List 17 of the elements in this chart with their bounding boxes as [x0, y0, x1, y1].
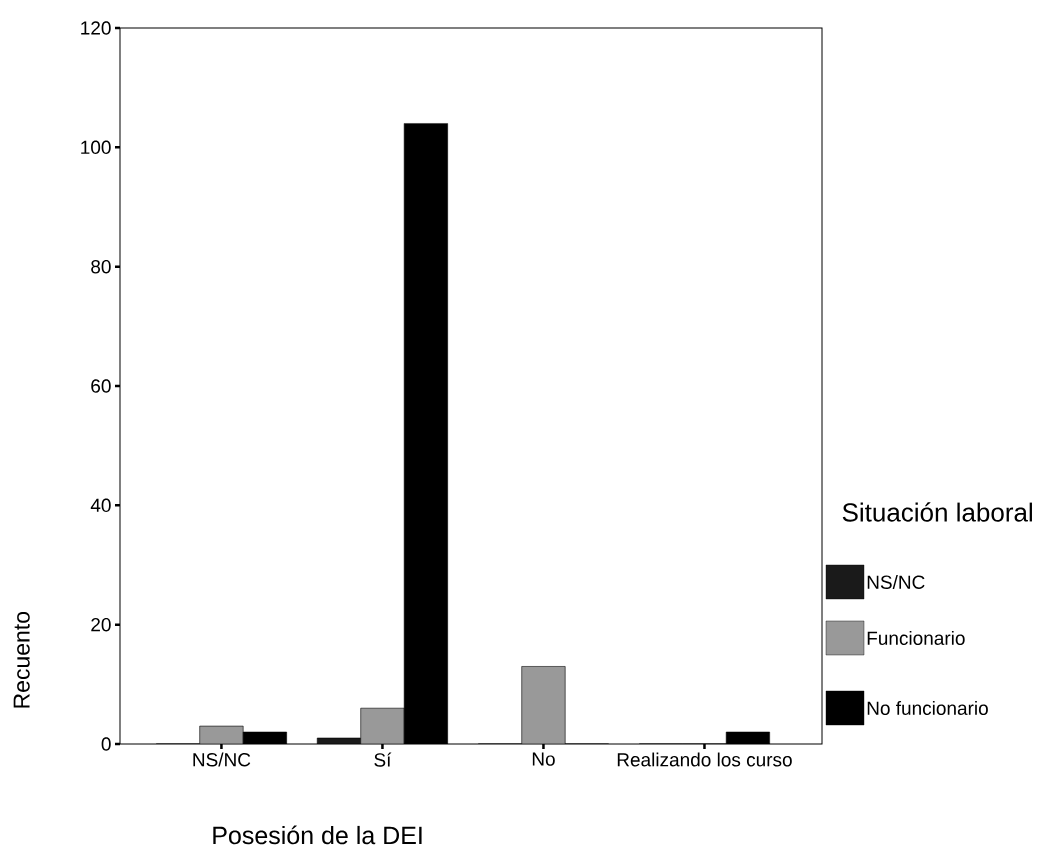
y-tick-label: 40: [90, 498, 111, 513]
y-tick-label: 100: [81, 140, 111, 155]
x-axis-title: Posesión de la DEI: [213, 825, 422, 845]
y-tick-label: 80: [91, 259, 111, 274]
x-tick-label: Realizando los curso: [617, 752, 792, 767]
legend-label: No funcionario: [867, 701, 988, 715]
x-tick-label: Sí: [374, 752, 392, 767]
y-axis-title: Recuento: [13, 611, 30, 708]
legend-label: NS/NC: [867, 575, 925, 589]
y-tick-label: 60: [91, 379, 111, 393]
x-tick-label: NS/NC: [193, 752, 251, 767]
y-tick-label: 20: [91, 617, 111, 632]
x-tick-label: No: [532, 752, 555, 766]
legend-label: Funcionario: [867, 631, 965, 645]
y-tick-label: 120: [81, 21, 111, 35]
y-tick-label: 0: [101, 737, 111, 751]
legend-title: Situación laboral: [842, 502, 1032, 522]
